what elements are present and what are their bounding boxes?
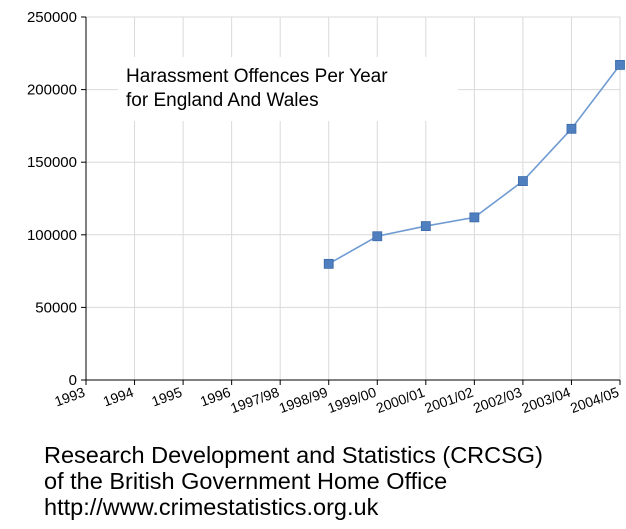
series-line xyxy=(323,60,625,269)
x-tick-label: 1998/99 xyxy=(277,384,330,416)
x-tick-label: 2003/04 xyxy=(519,384,572,416)
y-axis-ticks: 0 50000 100000 150000 200000 250000 xyxy=(27,9,86,389)
data-point-marker xyxy=(469,212,480,223)
chart: 0 50000 100000 150000 200000 250000 1993 1994 1… xyxy=(27,9,625,416)
x-tick-label: 1993 xyxy=(52,384,87,410)
y-tick-label: 0 xyxy=(69,372,77,389)
x-tick-label: 2000/01 xyxy=(374,384,427,416)
chart-title-line-1: Harassment Offences Per Year xyxy=(126,66,388,87)
x-tick-label: 1997/98 xyxy=(228,384,281,416)
data-point-marker xyxy=(518,176,528,186)
y-tick-label: 250000 xyxy=(27,9,77,26)
x-tick-label: 1999/00 xyxy=(325,384,378,416)
x-axis-ticks: 1993 1994 1995 19961997/981998/991999/00200… xyxy=(52,380,621,416)
data-point-marker xyxy=(615,60,625,70)
x-tick-label: 2001/02 xyxy=(422,384,475,416)
axes xyxy=(85,17,620,381)
credit-line-2: of the British Government Home Office xyxy=(44,468,448,494)
credit-line-3: http://www.crimestatistics.org.uk xyxy=(44,494,379,520)
y-tick-label: 50000 xyxy=(35,299,77,316)
x-tick-label: 1996 xyxy=(198,384,233,410)
data-point-marker xyxy=(323,258,334,269)
title-background xyxy=(118,57,458,121)
source-credit: Research Development and Statistics (CRC… xyxy=(44,442,543,520)
x-tick-label: 2002/03 xyxy=(471,384,524,416)
x-tick-label: 2004/05 xyxy=(568,384,621,416)
credit-line-1: Research Development and Statistics (CRC… xyxy=(44,442,543,468)
y-tick-label: 200000 xyxy=(27,82,77,99)
x-tick-label: 1995 xyxy=(149,384,184,410)
data-point-marker xyxy=(566,123,577,134)
y-tick-label: 100000 xyxy=(27,227,77,244)
y-tick-label: 150000 xyxy=(27,154,77,171)
data-point-marker xyxy=(372,231,383,242)
data-point-marker xyxy=(420,221,431,231)
chart-title-line-2: for England And Wales xyxy=(126,90,319,111)
x-tick-label: 1994 xyxy=(101,384,136,410)
chart-title: Harassment Offences Per Year for England… xyxy=(118,57,458,121)
